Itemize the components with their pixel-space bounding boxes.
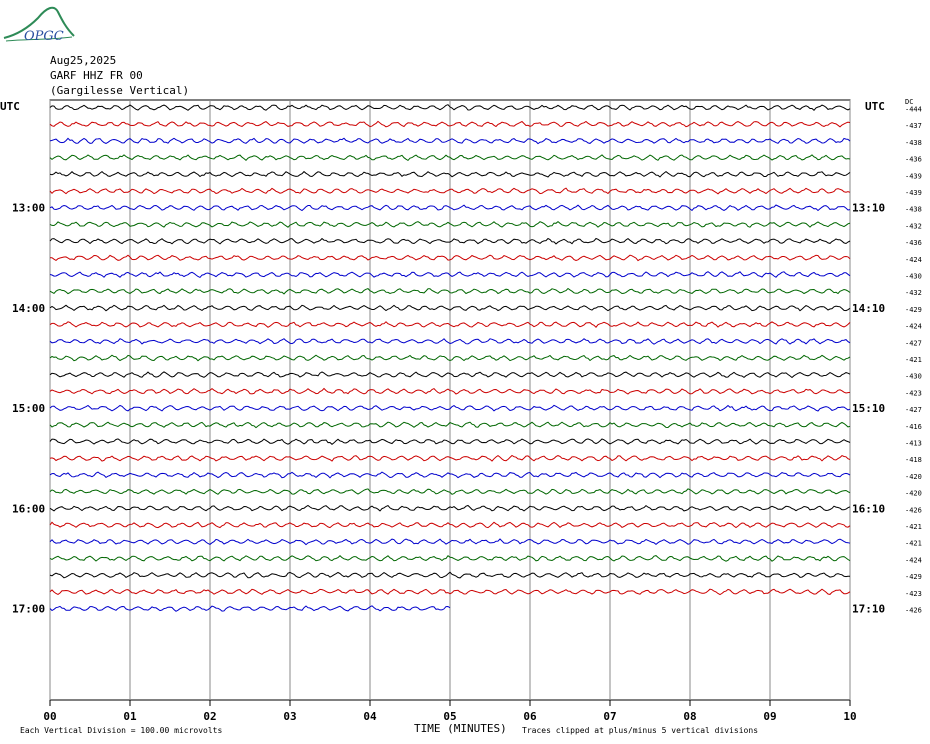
right-time-label: 17:10 (852, 603, 885, 616)
axis-labels: 00 01 02 03 04 05 06 07 08 09 10 -444 -437 -438 -436 -4… (12, 106, 922, 724)
trace-line (49, 504, 851, 512)
dc-offset-label: -429 (905, 573, 922, 581)
dc-offset-label: -416 (905, 423, 922, 431)
dc-offset-label: -438 (905, 139, 922, 147)
x-tick-label: 04 (363, 710, 377, 723)
trace-line (49, 170, 851, 178)
x-tick-label: 02 (203, 710, 216, 723)
trace-line (49, 571, 851, 579)
dc-offset-label: -430 (905, 373, 922, 381)
trace-line (49, 387, 851, 395)
dc-offset-label: -438 (905, 206, 922, 214)
trace-line (49, 554, 851, 562)
dc-offset-label: -437 (905, 122, 922, 130)
logo-text: OPGC (24, 29, 64, 44)
dc-offset-label: -432 (905, 289, 922, 297)
x-tick-label: 06 (523, 710, 537, 723)
trace-line (49, 187, 851, 195)
dc-offset-label: -426 (905, 607, 922, 615)
station-location: (Gargilesse Vertical) (50, 84, 190, 97)
x-tick-label: 08 (683, 710, 696, 723)
dc-offset-label: -427 (905, 339, 922, 347)
trace-line (49, 354, 851, 362)
right-time-label: 14:10 (852, 302, 885, 315)
dc-offset-label: -421 (905, 356, 922, 364)
station-code: GARF HHZ FR 00 (50, 69, 143, 82)
trace-line (49, 287, 851, 295)
dc-offset-label: -429 (905, 306, 922, 314)
dc-label: DC (905, 98, 913, 106)
trace-line (49, 220, 851, 228)
left-time-label: 17:00 (12, 603, 45, 616)
dc-offset-label: -436 (905, 239, 922, 247)
trace-line (49, 605, 451, 612)
plot-date: Aug25,2025 (50, 54, 117, 67)
left-time-label: 13:00 (12, 202, 45, 215)
scale-note: Each Vertical Division = 100.00 microvol… (20, 726, 222, 735)
trace-line (49, 271, 851, 279)
dc-offset-label: -423 (905, 389, 922, 397)
right-utc-label: UTC (865, 100, 885, 113)
opgc-logo: OPGC (3, 6, 75, 44)
trace-line (49, 454, 851, 462)
x-tick-label: 01 (123, 710, 137, 723)
dc-offset-label: -421 (905, 523, 922, 531)
dc-offset-label: -420 (905, 473, 922, 481)
seismic-traces (49, 104, 851, 612)
dc-offset-label: -432 (905, 222, 922, 230)
trace-line (49, 204, 851, 212)
right-time-label: 16:10 (852, 502, 885, 515)
trace-line (49, 404, 851, 412)
minute-gridlines (49, 99, 851, 706)
right-time-label: 13:10 (852, 202, 885, 215)
dc-offset-label: -439 (905, 189, 922, 197)
dc-offset-label: -420 (905, 490, 922, 498)
dc-offset-label: -424 (905, 556, 922, 564)
x-tick-label: 05 (443, 710, 456, 723)
left-time-label: 15:00 (12, 402, 45, 415)
trace-line (49, 471, 851, 479)
trace-line (49, 588, 851, 596)
dc-offset-label: -421 (905, 540, 922, 548)
trace-line (49, 304, 851, 312)
x-tick-label: 03 (283, 710, 296, 723)
dc-offset-label: -424 (905, 256, 922, 264)
dc-offset-label: -436 (905, 156, 922, 164)
trace-line (49, 488, 851, 495)
trace-line (49, 521, 851, 529)
left-time-label: 14:00 (12, 302, 45, 315)
x-axis-title: TIME (MINUTES) (414, 722, 507, 735)
trace-line (49, 120, 851, 128)
dc-offset-label: -418 (905, 456, 922, 464)
trace-line (49, 538, 851, 546)
trace-line (49, 421, 851, 429)
dc-offset-label: -427 (905, 406, 922, 414)
trace-line (49, 237, 851, 245)
dc-offset-label: -424 (905, 323, 922, 331)
dc-offset-label: -423 (905, 590, 922, 598)
trace-line (49, 438, 851, 445)
x-tick-label: 10 (843, 710, 856, 723)
trace-line (49, 254, 851, 262)
clip-note: Traces clipped at plus/minus 5 vertical … (522, 726, 758, 735)
trace-line (49, 137, 851, 145)
trace-line (49, 104, 851, 112)
x-tick-label: 07 (603, 710, 616, 723)
left-time-label: 16:00 (12, 502, 45, 515)
dc-offset-label: -413 (905, 440, 922, 448)
x-tick-label: 09 (763, 710, 776, 723)
x-tick-label: 00 (43, 710, 56, 723)
left-utc-label: UTC (0, 100, 20, 113)
right-time-label: 15:10 (852, 402, 885, 415)
trace-line (49, 154, 851, 162)
dc-offset-label: -430 (905, 273, 922, 281)
dc-offset-label: -444 (905, 106, 922, 114)
trace-line (49, 371, 851, 379)
dc-offset-label: -426 (905, 506, 922, 514)
dc-offset-label: -439 (905, 172, 922, 180)
trace-line (49, 321, 851, 328)
trace-line (49, 338, 851, 345)
